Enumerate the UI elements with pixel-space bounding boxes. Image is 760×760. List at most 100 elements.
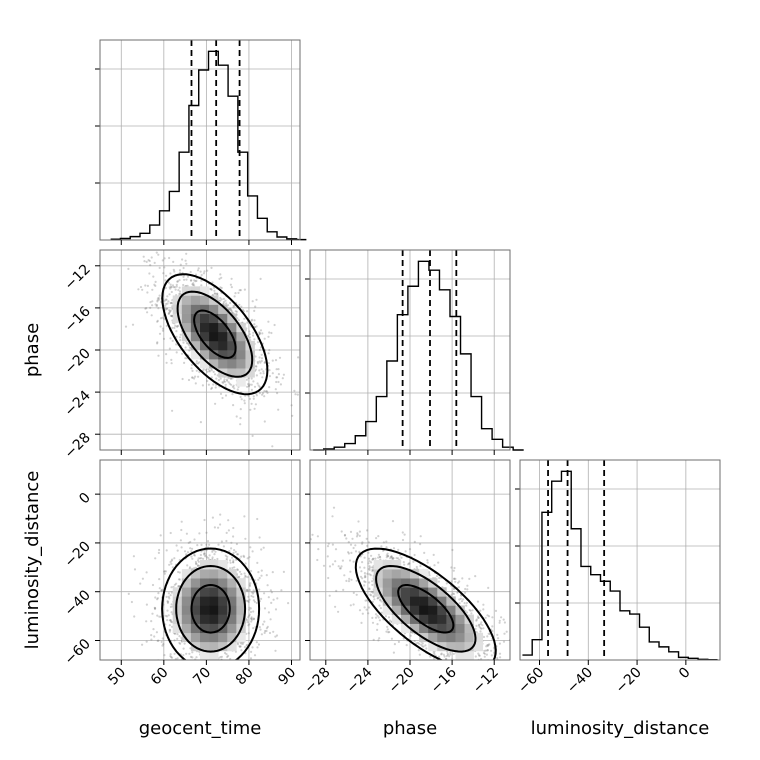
joint-geocent-time-vs-luminosity-distance-density-cell [209, 578, 219, 588]
joint-geocent-time-vs-phase-point [249, 336, 252, 339]
joint-geocent-time-vs-luminosity-distance-point [235, 542, 238, 546]
joint-phase-vs-luminosity-distance-point [367, 551, 370, 554]
joint-geocent-time-vs-luminosity-distance-point [260, 633, 263, 636]
joint-phase-vs-luminosity-distance-point [365, 537, 368, 540]
joint-geocent-time-vs-phase-point [179, 333, 182, 336]
joint-geocent-time-vs-phase-point [263, 361, 266, 364]
joint-geocent-time-vs-luminosity-distance-point [253, 600, 256, 603]
joint-phase-vs-luminosity-distance-point [454, 688, 456, 690]
joint-geocent-time-vs-luminosity-distance-point [270, 601, 273, 605]
joint-geocent-time-vs-phase-point [172, 268, 175, 271]
joint-phase-vs-luminosity-distance-point [467, 661, 469, 663]
joint-phase-vs-luminosity-distance-point [449, 662, 451, 664]
joint-phase-vs-luminosity-distance-point [503, 671, 505, 673]
joint-phase-vs-luminosity-distance-point [421, 669, 423, 671]
joint-phase-vs-luminosity-distance-point [495, 694, 497, 696]
joint-phase-vs-luminosity-distance-point [311, 533, 314, 536]
joint-geocent-time-vs-luminosity-distance-point [173, 652, 176, 655]
joint-phase-vs-luminosity-distance-point [378, 604, 381, 607]
joint-phase-vs-luminosity-distance-point [435, 575, 439, 578]
joint-geocent-time-vs-phase-point [156, 319, 159, 322]
joint-geocent-time-vs-phase-density-cell [236, 340, 246, 351]
joint-geocent-time-vs-phase-point [233, 387, 236, 390]
joint-geocent-time-vs-phase-point [232, 306, 235, 309]
joint-phase-vs-luminosity-distance-point [509, 662, 511, 664]
joint-phase-vs-luminosity-distance-point [356, 533, 359, 536]
joint-geocent-time-vs-luminosity-distance-point [247, 600, 250, 604]
joint-phase-vs-luminosity-distance-point [457, 586, 460, 589]
joint-geocent-time-vs-phase-point [189, 279, 193, 282]
joint-geocent-time-vs-phase-point [168, 311, 171, 314]
joint-phase-vs-luminosity-distance-point [374, 613, 378, 616]
joint-geocent-time-vs-luminosity-distance-point [219, 687, 221, 689]
joint-geocent-time-vs-phase-point [255, 394, 258, 397]
joint-geocent-time-vs-luminosity-distance-point [173, 639, 176, 642]
joint-geocent-time-vs-phase-point [167, 312, 170, 315]
joint-phase-vs-luminosity-distance-point [464, 609, 467, 613]
joint-phase-vs-luminosity-distance-point [386, 625, 389, 629]
joint-geocent-time-vs-luminosity-distance-ytick-label-3: 0 [76, 490, 94, 508]
joint-geocent-time-vs-luminosity-distance-point [243, 572, 246, 575]
joint-geocent-time-vs-phase-point [165, 298, 168, 301]
joint-phase-vs-luminosity-distance-point [367, 606, 370, 609]
joint-geocent-time-vs-phase-point [256, 341, 260, 344]
joint-phase-vs-luminosity-distance-point [387, 631, 390, 634]
joint-geocent-time-vs-luminosity-distance-point [243, 555, 246, 559]
joint-geocent-time-vs-luminosity-distance-point [255, 641, 258, 644]
joint-geocent-time-vs-phase-point [102, 245, 104, 247]
joint-geocent-time-vs-phase-point [263, 361, 267, 364]
joint-geocent-time-vs-phase-contour-0 [193, 309, 237, 359]
joint-geocent-time-vs-luminosity-distance-point [223, 663, 225, 665]
joint-geocent-time-vs-phase-point [177, 289, 180, 292]
joint-geocent-time-vs-luminosity-distance-density-cell [200, 605, 210, 615]
joint-geocent-time-vs-luminosity-distance-point [196, 559, 200, 562]
joint-phase-vs-luminosity-distance-point [454, 580, 457, 583]
joint-geocent-time-vs-phase-point [268, 375, 271, 378]
joint-phase-vs-luminosity-distance-point [371, 583, 374, 587]
joint-geocent-time-vs-phase-point [142, 255, 145, 258]
joint-geocent-time-vs-luminosity-distance-point [232, 535, 235, 538]
joint-phase-vs-luminosity-distance-point [342, 588, 345, 592]
joint-geocent-time-vs-phase-density-cell [227, 359, 237, 369]
joint-phase-vs-luminosity-distance-point [379, 598, 382, 601]
joint-geocent-time-vs-luminosity-distance-point [244, 574, 247, 578]
joint-geocent-time-vs-luminosity-distance-point [238, 664, 240, 666]
joint-phase-vs-luminosity-distance-point [488, 662, 490, 664]
joint-phase-vs-luminosity-distance-point [446, 653, 450, 656]
joint-geocent-time-vs-luminosity-distance-point [160, 589, 163, 592]
joint-geocent-time-vs-phase-point [257, 384, 260, 387]
joint-geocent-time-vs-luminosity-distance-point [252, 610, 255, 613]
joint-geocent-time-vs-phase-point [185, 278, 188, 281]
joint-geocent-time-vs-luminosity-distance-density-cell [190, 632, 201, 643]
joint-geocent-time-vs-luminosity-distance-point [184, 673, 186, 675]
joint-geocent-time-vs-phase-point [184, 357, 187, 360]
joint-phase-vs-luminosity-distance-point [475, 619, 478, 622]
joint-phase-vs-luminosity-distance-point [368, 566, 372, 569]
joint-phase-vs-luminosity-distance-point [367, 612, 370, 615]
joint-geocent-time-vs-luminosity-distance-point [240, 573, 243, 576]
joint-phase-vs-luminosity-distance-point [367, 567, 370, 570]
joint-geocent-time-vs-phase-density-cell [172, 313, 183, 324]
joint-phase-vs-luminosity-distance-point [516, 657, 518, 659]
joint-geocent-time-vs-phase-point [224, 299, 227, 302]
joint-geocent-time-vs-luminosity-distance-point [274, 608, 278, 611]
joint-phase-vs-luminosity-distance-point [422, 645, 425, 648]
joint-geocent-time-vs-luminosity-distance-density-cell [200, 632, 210, 643]
joint-geocent-time-vs-phase-point [149, 306, 152, 309]
joint-phase-vs-luminosity-distance-point [428, 572, 431, 575]
joint-geocent-time-vs-phase-point [218, 299, 221, 302]
joint-phase-vs-luminosity-distance-point [521, 713, 523, 715]
joint-geocent-time-vs-luminosity-distance-density-cell [209, 623, 219, 634]
joint-phase-vs-luminosity-distance-point [380, 600, 383, 603]
joint-geocent-time-vs-luminosity-distance-point [169, 629, 172, 632]
joint-geocent-time-vs-phase-point [213, 373, 217, 376]
joint-phase-vs-luminosity-distance-point [456, 670, 458, 672]
joint-geocent-time-vs-luminosity-distance-point [238, 645, 242, 648]
joint-geocent-time-vs-luminosity-distance-point [177, 570, 180, 574]
joint-geocent-time-vs-luminosity-distance-point [151, 612, 154, 615]
joint-phase-vs-luminosity-distance-point [486, 635, 489, 638]
joint-geocent-time-vs-phase-point [237, 319, 240, 322]
joint-geocent-time-vs-phase-point [187, 378, 191, 382]
joint-geocent-time-vs-phase-point [219, 286, 222, 289]
joint-phase-vs-luminosity-distance-point [334, 605, 337, 608]
